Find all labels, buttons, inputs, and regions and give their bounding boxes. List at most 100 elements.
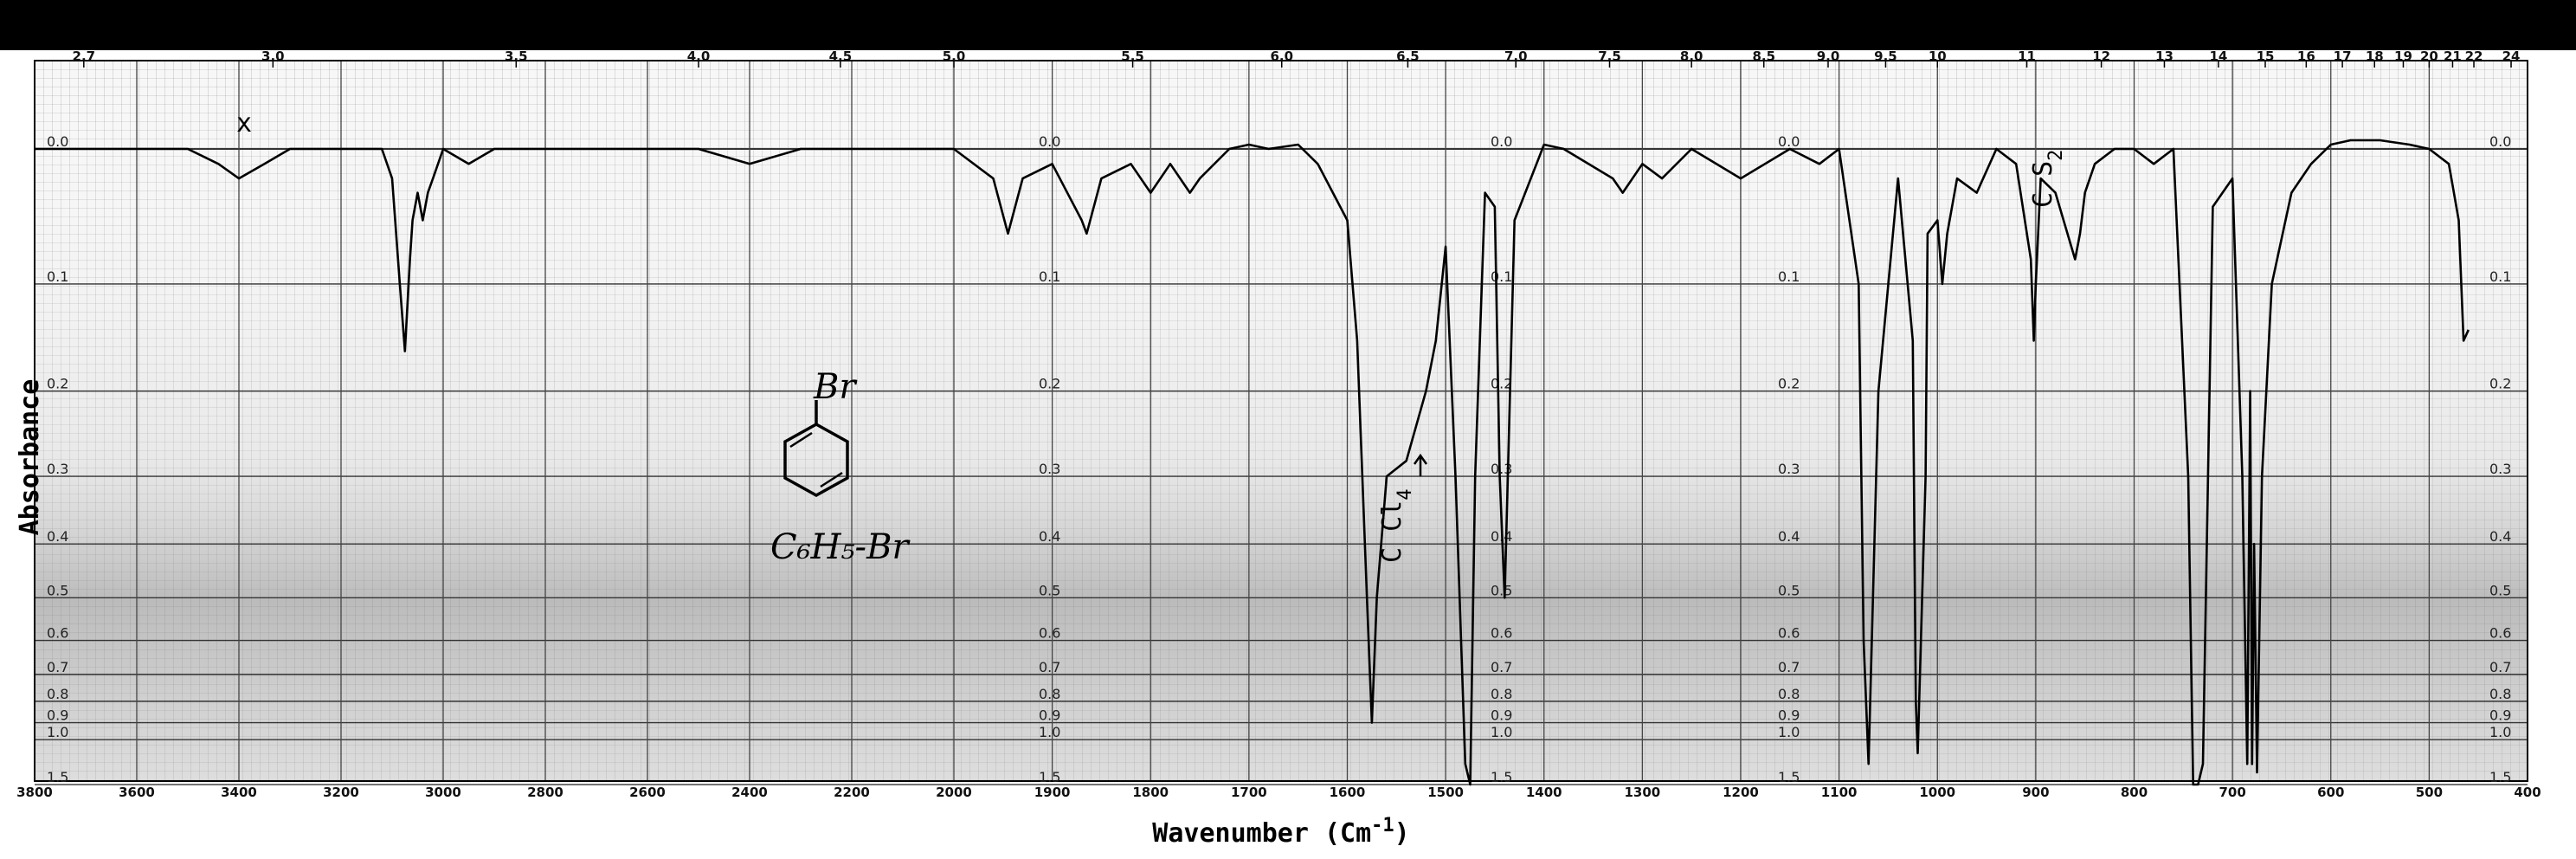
bromobenzene-structure: Br — [783, 367, 858, 498]
wavenumber-tick-label: 1600 — [1330, 785, 1366, 800]
absorbance-tick-label: 0.1 — [1039, 268, 1060, 285]
wavenumber-tick-label: 500 — [2416, 785, 2443, 800]
absorbance-gridlines — [35, 148, 2528, 785]
absorbance-tick-label: 0.5 — [2489, 582, 2511, 598]
wavelength-tick-labels: 2.7 3.0 3.5 4.0 4.5 5.0 5.5 6.0 6.5 7.0 7.5 8.0 8.5 9… — [73, 48, 2521, 68]
wavelength-tick-label: 10 — [1929, 48, 1947, 64]
wavenumber-tick-label: 800 — [2121, 785, 2148, 800]
absorbance-tick-label: 0.6 — [47, 625, 68, 642]
wavelength-tick-label: 5.0 — [943, 48, 966, 64]
absorbance-tick-label: 1.0 — [1778, 724, 1800, 740]
absorbance-tick-label: 1.5 — [2489, 769, 2511, 785]
absorbance-tick-label: 0.3 — [2489, 461, 2511, 477]
wavenumber-tick-label: 400 — [2514, 785, 2541, 800]
wavelength-tick-label: 8.0 — [1680, 48, 1703, 64]
wavenumber-tick-label: 1200 — [1723, 785, 1759, 800]
absorbance-tick-label: 0.4 — [2489, 528, 2511, 545]
wavelength-tick-label: 21 — [2444, 48, 2462, 64]
absorbance-tick-label: 0.8 — [1039, 686, 1060, 702]
absorbance-tick-label: 0.5 — [1039, 582, 1060, 598]
absorbance-tick-label: 1.0 — [1039, 724, 1060, 740]
absorbance-tick-label: 0.6 — [2489, 625, 2511, 642]
wavelength-tick-label: 4.5 — [829, 48, 853, 64]
absorbance-tick-label: 0.9 — [47, 707, 68, 724]
absorbance-tick-label: 0.2 — [1778, 376, 1800, 392]
absorbance-tick-label: 0.5 — [47, 582, 68, 598]
absorbance-tick-label: 0.0 — [1491, 133, 1512, 150]
absorbance-tick-label: 0.2 — [1039, 376, 1060, 392]
wavenumber-tick-label: 2600 — [629, 785, 666, 800]
absorbance-tick-label: 0.0 — [1039, 133, 1060, 150]
wavenumber-tick-label: 2400 — [731, 785, 768, 800]
wavenumber-tick-label: 2800 — [527, 785, 564, 800]
wavenumber-tick-label: 600 — [2317, 785, 2344, 800]
absorbance-tick-label: 0.3 — [47, 461, 68, 477]
wavelength-tick-label: 5.5 — [1121, 48, 1144, 64]
absorbance-tick-label: 0.1 — [1491, 268, 1512, 285]
absorbance-tick-label: 0.8 — [1778, 686, 1800, 702]
wavelength-tick-label: 9.5 — [1874, 48, 1897, 64]
wavenumber-tick-label: 1700 — [1231, 785, 1267, 800]
absorbance-tick-label: 0.6 — [1778, 625, 1800, 642]
absorbance-tick-label: 0.6 — [1039, 625, 1060, 642]
absorbance-tick-label: 1.0 — [2489, 724, 2511, 740]
wavelength-tick-label: 14 — [2209, 48, 2227, 64]
absorbance-tick-label: 0.7 — [1039, 659, 1060, 675]
wavelength-tick-label: 15 — [2257, 48, 2275, 64]
wavelength-tick-label: 12 — [2092, 48, 2110, 64]
wavenumber-tick-label: 1100 — [1821, 785, 1858, 800]
wavenumber-tick-label: 3800 — [16, 785, 53, 800]
absorbance-tick-label: 1.0 — [47, 724, 68, 740]
wavelength-tick-label: 17 — [2334, 48, 2352, 64]
absorbance-tick-label: 0.5 — [1491, 582, 1512, 598]
absorbance-tick-label: 0.7 — [2489, 659, 2511, 675]
cs2-solvent-label: C S2 — [2028, 150, 2067, 208]
wavelength-tick-label: 4.0 — [687, 48, 711, 64]
wavenumber-tick-label: 900 — [2022, 785, 2049, 800]
wavenumber-tick-label: 2200 — [834, 785, 870, 800]
y-axis-label: Absorbance — [15, 379, 45, 536]
absorbance-tick-label: 0.9 — [1039, 707, 1060, 724]
absorbance-tick-label: 1.5 — [47, 769, 68, 785]
wavenumber-tick-label: 3400 — [221, 785, 257, 800]
absorbance-tick-label: 0.0 — [1778, 133, 1800, 150]
svg-text:C S2: C S2 — [2028, 150, 2067, 208]
absorbance-tick-label: 1.0 — [1491, 724, 1512, 740]
wavenumber-tick-label: 3600 — [119, 785, 155, 800]
absorbance-tick-label: 0.2 — [2489, 376, 2511, 392]
wavelength-tick-label: 6.5 — [1396, 48, 1420, 64]
wavenumber-tick-label: 1300 — [1625, 785, 1661, 800]
absorbance-tick-label: 0.4 — [1778, 528, 1800, 545]
wavelength-tick-label: 24 — [2502, 48, 2521, 64]
svg-text:C Cl4: C Cl4 — [1377, 489, 1416, 564]
absorbance-tick-label: 0.9 — [1778, 707, 1800, 724]
wavelength-tick-label: 22 — [2465, 48, 2483, 64]
wavelength-tick-label: 9.0 — [1817, 48, 1840, 64]
wavelength-tick-label: 7.5 — [1598, 48, 1621, 64]
absorbance-tick-label: 0.7 — [1491, 659, 1512, 675]
wavenumber-tick-label: 2000 — [936, 785, 972, 800]
ring-substituent-label: Br — [813, 367, 858, 407]
absorbance-tick-label: 0.9 — [2489, 707, 2511, 724]
absorbance-tick-label: 0.0 — [47, 133, 68, 150]
wavelength-tick-label: 19 — [2394, 48, 2412, 64]
spectrum-line — [35, 139, 2470, 786]
absorbance-tick-label: 0.7 — [1778, 659, 1800, 675]
absorbance-tick-label: 1.5 — [1039, 769, 1060, 785]
wavelength-tick-label: 18 — [2366, 48, 2384, 64]
wavelength-tick-label: 3.5 — [505, 48, 528, 64]
ccl4-solvent-label: C Cl4 — [1377, 489, 1416, 564]
wavenumber-tick-labels: 3800 3600 3400 3200 3000 2800 2600 2400 2200 2000… — [16, 785, 2541, 800]
wavelength-tick-label: 13 — [2155, 48, 2174, 64]
absorbance-tick-label: 0.8 — [2489, 686, 2511, 702]
absorbance-tick-label: 0.0 — [2489, 133, 2511, 150]
plot-shading — [35, 61, 2528, 781]
absorbance-tick-label: 0.9 — [1491, 707, 1512, 724]
compound-formula: C₆H₅-Br — [770, 527, 911, 567]
absorbance-tick-label: 0.5 — [1778, 582, 1800, 598]
absorbance-tick-label: 1.5 — [1778, 769, 1800, 785]
absorbance-tick-label: 0.1 — [1778, 268, 1800, 285]
wavelength-tick-label: 2.7 — [73, 48, 96, 64]
absorbance-tick-label: 0.1 — [47, 268, 68, 285]
